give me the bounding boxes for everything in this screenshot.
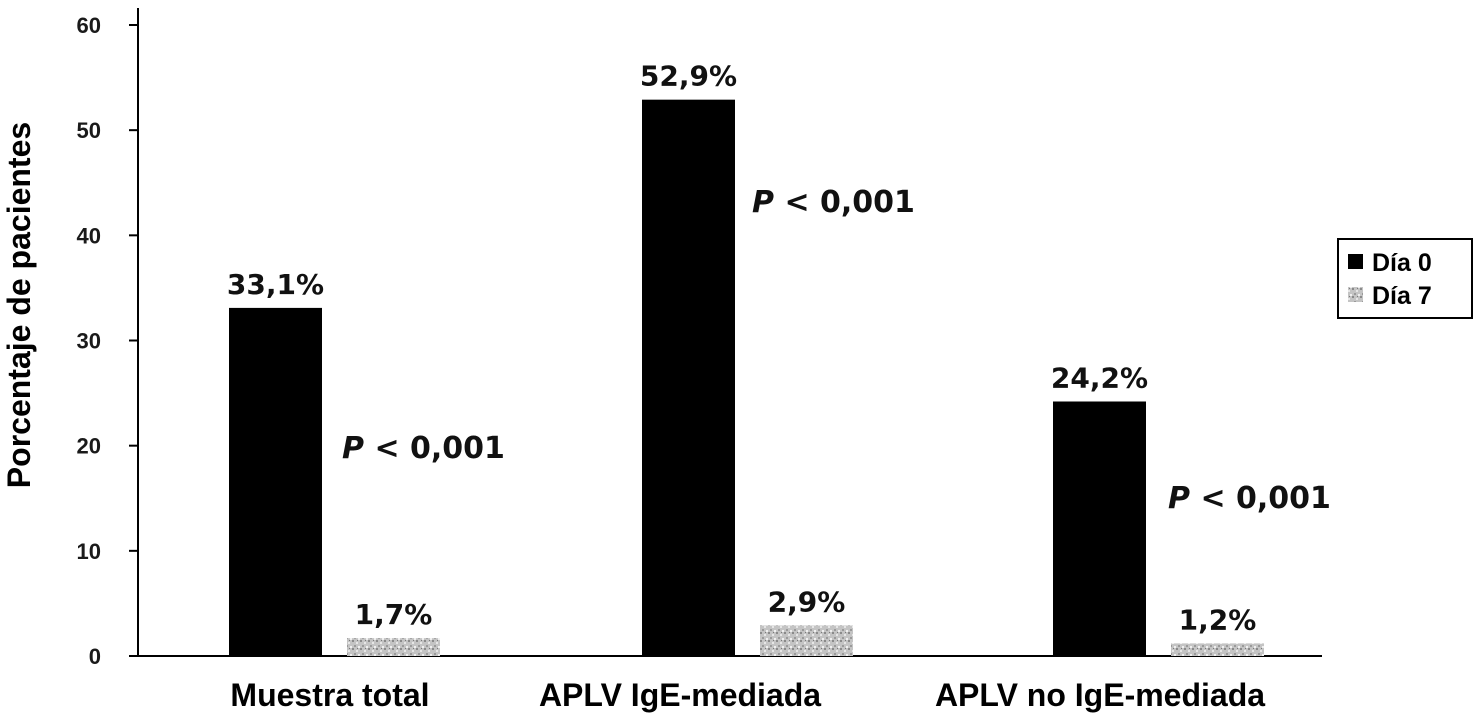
y-tick-label: 10 [77, 539, 101, 564]
y-tick-label: 0 [89, 644, 101, 669]
p-value-symbol: P [342, 431, 364, 466]
bar-dia-7 [1171, 643, 1264, 656]
x-tick-label: APLV IgE-mediada [539, 677, 821, 713]
y-tick-label: 30 [77, 329, 101, 354]
y-tick-label: 40 [77, 223, 101, 248]
data-label: 2,9% [768, 586, 846, 619]
p-value-annotation: P < 0,001 [342, 431, 505, 466]
bars [229, 99, 1264, 656]
p-value-annotation: P < 0,001 [1168, 481, 1331, 516]
y-tick-label: 60 [77, 13, 101, 38]
data-label: 1,2% [1179, 603, 1257, 636]
bar-dia-7 [760, 625, 853, 656]
p-value-text: < 0,001 [1190, 481, 1331, 516]
legend-swatch [1348, 287, 1363, 302]
x-tick-label: APLV no IgE-mediada [935, 677, 1265, 713]
legend-box [1337, 238, 1473, 319]
p-value-text: < 0,001 [364, 431, 505, 466]
p-value-symbol: P [1168, 481, 1190, 516]
p-value-annotation: P < 0,001 [752, 185, 915, 220]
data-label: 33,1% [227, 268, 324, 301]
data-label: 1,7% [355, 598, 433, 631]
p-value-text: < 0,001 [774, 185, 915, 220]
x-tick-label: Muestra total [230, 677, 429, 713]
legend-label: Día 7 [1372, 282, 1432, 310]
p-value-symbol: P [752, 185, 774, 220]
axes: 0 10 20 30 40 50 60 Porcentaje de pacientes [1, 8, 1322, 669]
bar-dia-0 [1053, 401, 1146, 656]
y-tick-label: 50 [77, 118, 101, 143]
legend: Día 0 Día 7 [1337, 238, 1473, 319]
legend-label: Día 0 [1372, 249, 1432, 277]
legend-swatch [1348, 254, 1363, 269]
labels: Muestra total 33,1% 1,7% P < 0,001 APLV IgE-… [227, 60, 1331, 713]
data-label: 52,9% [640, 60, 737, 93]
y-tick-label: 20 [77, 434, 101, 459]
y-axis-label: Porcentaje de pacientes [1, 122, 37, 488]
data-label: 24,2% [1051, 361, 1148, 394]
bar-dia-0 [229, 307, 322, 656]
bar-dia-7 [347, 638, 440, 656]
bar-dia-0 [642, 99, 735, 656]
